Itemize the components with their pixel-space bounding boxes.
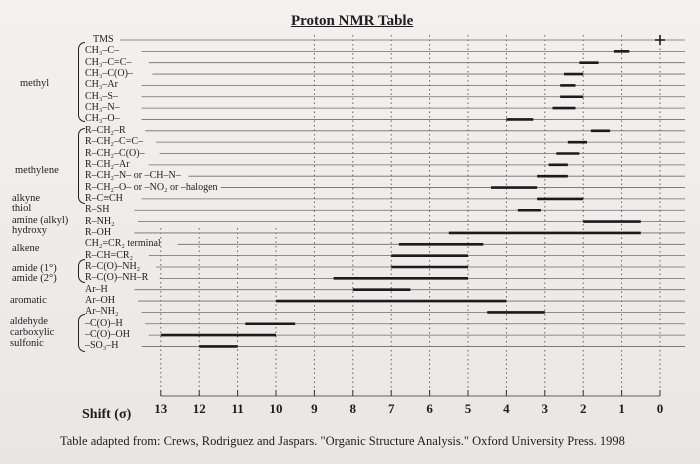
category-thiol: thiol (12, 203, 32, 215)
group-label: R–CH=CR₂ (85, 249, 134, 261)
group-label: CH₃–C(O)– (85, 68, 133, 80)
category-aromatic: aromatic (10, 295, 47, 307)
group-label: R–OH (85, 226, 112, 238)
page-title: Proton NMR Table (291, 13, 414, 29)
shift-axis-label: Shift (σ) (82, 407, 132, 422)
group-label: CH₂=CR₂ terminal (85, 238, 161, 250)
group-label: R–CH₂–O– or –NO₂ or –halogen (85, 181, 218, 193)
group-label: CH₃–O– (85, 113, 120, 125)
group-label: R–CH₂–C(O)– (85, 147, 145, 159)
group-label: R–C(O)–NH–R (85, 272, 149, 284)
shift-tick-label: 3 (541, 401, 549, 416)
category-aldehyde: aldehyde (10, 315, 48, 327)
group-label: Ar–NH₂ (85, 306, 119, 318)
category-carboxylic: carboxylic (10, 327, 55, 339)
shift-tick-label: 13 (154, 401, 168, 416)
group-label: Ar–OH (85, 295, 115, 307)
category-alkyne: alkyne (12, 192, 40, 204)
group-label: Ar–H (85, 283, 108, 295)
group-label: –C(O)–H (85, 317, 123, 329)
group-label: R–SH (85, 204, 110, 216)
category-sulfonic: sulfonic (10, 338, 44, 350)
shift-tick-label: 6 (426, 401, 433, 416)
methyl-brace (78, 42, 85, 122)
shift-tick-label: 5 (464, 401, 472, 416)
shift-tick-label: 4 (503, 401, 510, 416)
category-hydroxy: hydroxy (12, 224, 47, 236)
shift-tick-label: 10 (269, 401, 283, 416)
category-methyl: methyl (20, 78, 50, 90)
group-label: CH₃–C– (85, 45, 120, 57)
group-label: R–CH₂–Ar (85, 158, 130, 170)
category-amide1: amide (1°) (12, 263, 57, 274)
group-label: R–C(O)–NH₂ (85, 261, 141, 272)
shift-tick-label: 12 (192, 401, 206, 416)
group-label: R–CH₂–R (85, 124, 126, 136)
group-label: R–CH₂–N– or –CH–N– (85, 170, 181, 182)
group-label: –SO₃–H (85, 340, 119, 352)
shift-tick-label: 0 (656, 401, 664, 416)
aromatic-brace (78, 314, 85, 352)
group-label: R–CH₂–C=C– (85, 136, 144, 148)
shift-tick-label: 1 (618, 401, 625, 416)
group-label: –C(O)–OH (85, 329, 130, 341)
shift-tick-label: 8 (349, 401, 357, 416)
group-label: CH₃–Ar (85, 79, 118, 91)
group-label: R–NH₂ (85, 215, 115, 227)
shift-tick-label: 2 (579, 401, 587, 416)
source-citation: Table adapted from: Crews, Rodriguez and… (60, 434, 625, 448)
shift-tick-label: 9 (311, 401, 318, 416)
category-amide2: amide (2°) (12, 273, 57, 285)
group-label: R–C≡CH (85, 192, 123, 204)
methylene-brace (78, 128, 85, 204)
shift-tick-label: 11 (231, 401, 244, 416)
alkene-brace (78, 259, 85, 283)
group-label: TMS (93, 34, 114, 45)
group-label: CH₃–S– (85, 90, 118, 102)
shift-tick-label: 7 (387, 401, 395, 416)
group-label: CH₃–C=C– (85, 56, 132, 68)
category-amine: amine (alkyl) (12, 214, 69, 226)
category-methylene: methylene (15, 165, 59, 177)
category-alkene: alkene (12, 243, 40, 255)
group-label: CH₃–N– (85, 102, 120, 114)
